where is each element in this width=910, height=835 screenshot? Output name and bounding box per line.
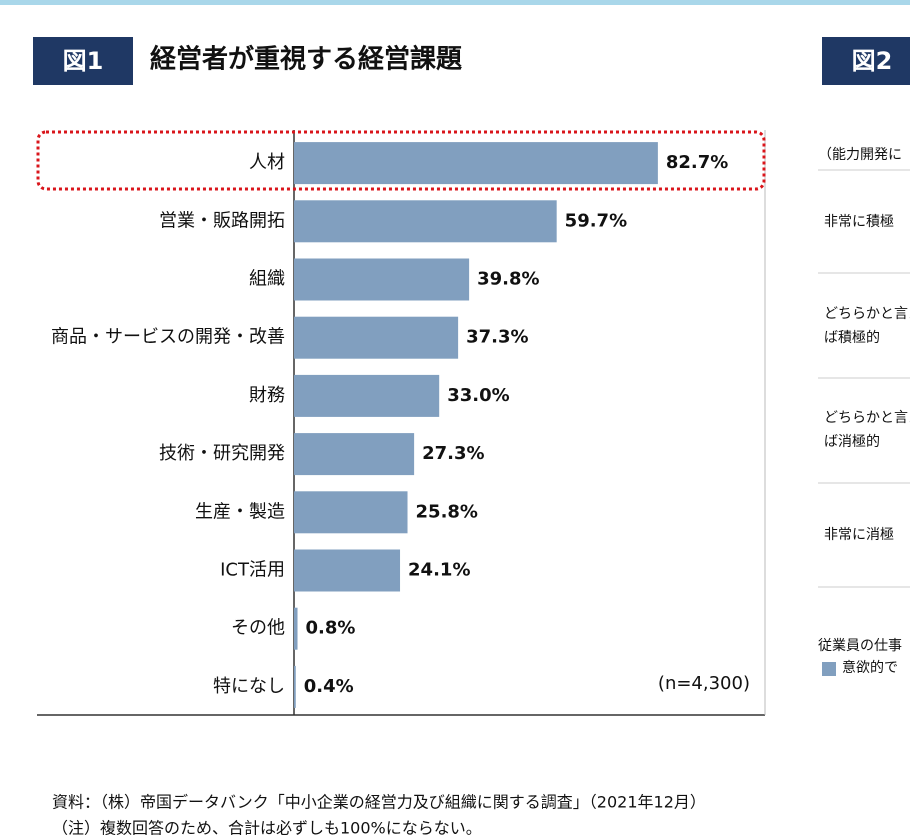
value-label: 0.4% bbox=[304, 676, 354, 697]
bar bbox=[294, 433, 415, 476]
bar bbox=[294, 142, 658, 185]
side-text: 非常に消極 bbox=[824, 527, 894, 543]
source-note: 資料：（株）帝国データバンク「中小企業の経営力及び組織に関する調査」（2021年… bbox=[52, 793, 706, 812]
side-text: 意欲的で bbox=[842, 659, 898, 676]
value-label: 59.7% bbox=[565, 210, 627, 231]
category-label: 組織 bbox=[249, 269, 285, 290]
bar bbox=[294, 665, 296, 708]
bar bbox=[294, 607, 298, 650]
side-text: （能力開発に bbox=[818, 147, 902, 163]
value-label: 25.8% bbox=[416, 501, 478, 522]
bar bbox=[294, 491, 408, 534]
highlight-box bbox=[36, 130, 766, 191]
value-label: 27.3% bbox=[422, 443, 484, 464]
category-label: 商品・サービスの開発・改善 bbox=[51, 327, 285, 348]
side-text: ば消極的 bbox=[824, 434, 880, 450]
category-label: 営業・販路開拓 bbox=[159, 210, 285, 231]
chart-title: 経営者が重視する経営課題 bbox=[150, 44, 463, 75]
side-text: 従業員の仕事 bbox=[818, 638, 902, 654]
category-label: その他 bbox=[231, 618, 285, 639]
side-text: どちらかと言え bbox=[824, 410, 910, 426]
value-label: 24.1% bbox=[408, 560, 470, 581]
sample-note: (n=4,300) bbox=[658, 673, 750, 694]
bar bbox=[294, 200, 557, 243]
category-label: 技術・研究開発 bbox=[159, 443, 285, 464]
figure-label: 図2 bbox=[852, 47, 893, 75]
footnote: （注）複数回答のため、合計は必ずしも100%にならない。 bbox=[52, 819, 482, 835]
bar bbox=[294, 374, 440, 417]
value-label: 39.8% bbox=[477, 269, 539, 290]
bar bbox=[294, 549, 401, 592]
side-text: ば積極的 bbox=[824, 330, 880, 346]
figure-label: 図1 bbox=[63, 47, 104, 75]
value-label: 33.0% bbox=[447, 385, 509, 406]
side-text: 非常に積極 bbox=[824, 214, 894, 230]
category-label: 生産・製造 bbox=[195, 501, 285, 522]
bar bbox=[294, 258, 470, 301]
side-text: どちらかと言え bbox=[824, 306, 910, 322]
value-label: 37.3% bbox=[466, 327, 528, 348]
top-band bbox=[0, 0, 910, 5]
category-label: 財務 bbox=[249, 385, 285, 406]
category-label: 人材 bbox=[249, 152, 285, 173]
figure-badge bbox=[33, 37, 133, 85]
legend-swatch bbox=[822, 662, 836, 676]
value-label: 0.8% bbox=[306, 618, 356, 639]
category-label: ICT活用 bbox=[220, 560, 285, 581]
bar bbox=[294, 316, 459, 359]
category-label: 特になし bbox=[213, 676, 285, 697]
value-label: 82.7% bbox=[666, 152, 728, 173]
figure-badge bbox=[822, 37, 910, 85]
